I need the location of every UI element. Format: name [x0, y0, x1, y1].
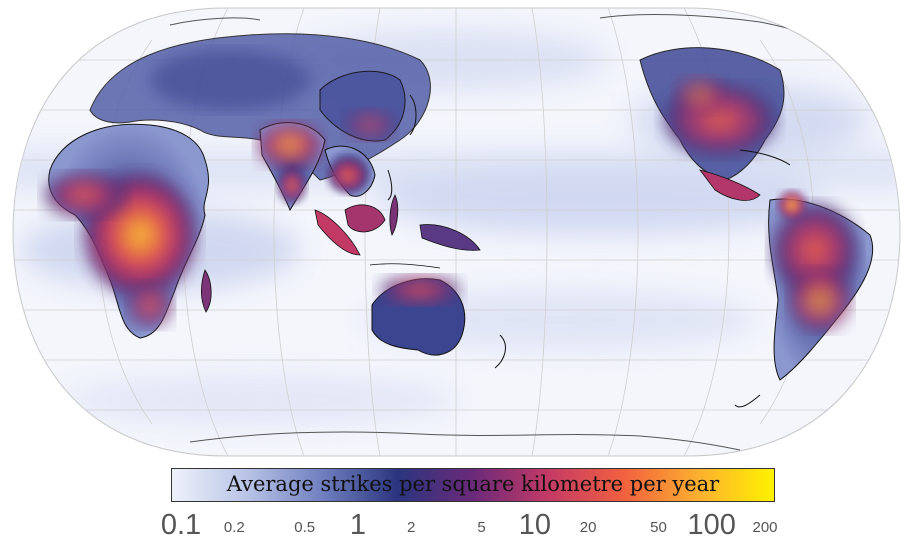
south-america-landmass [734, 191, 874, 408]
colorbar-tick-label: 0.2 [223, 519, 245, 536]
north-america-landmass [639, 47, 791, 201]
colorbar-legend: Average strikes per square kilometre per… [171, 468, 775, 502]
eurasia-landmass [89, 33, 431, 181]
colorbar-tick-label: 0.5 [294, 519, 316, 536]
colorbar-tick-label: 5 [477, 519, 486, 536]
colorbar-tick-label: 100 [687, 509, 736, 541]
colorbar-tick-label: 10 [518, 509, 551, 541]
africa-landmass [45, 123, 212, 339]
south-asia-landmass [258, 122, 326, 212]
colorbar-tick-label: 50 [650, 519, 667, 536]
east-asia-landmass [319, 70, 417, 142]
world-map [12, 7, 901, 457]
colorbar-tick-label: 2 [406, 519, 416, 536]
australia-landmass [371, 276, 506, 369]
colorbar-tick-label: 200 [752, 519, 778, 536]
map-layers [13, 8, 900, 456]
colorbar-tick-label: 20 [579, 519, 597, 536]
colorbar-tick-label: 0.1 [160, 509, 202, 541]
colorbar-tick-label: 1 [349, 509, 366, 541]
colorbar-title: Average strikes per square kilometre per… [226, 472, 720, 496]
southeast-asia-landmass [314, 145, 481, 269]
